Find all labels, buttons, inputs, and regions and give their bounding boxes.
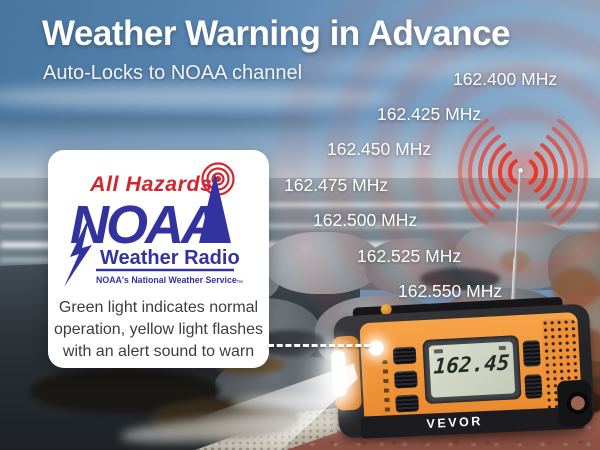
frequency-item: 162.550 MHz bbox=[398, 281, 503, 301]
frequency-item: 162.400 MHz bbox=[453, 69, 558, 89]
lightning-bolt-icon bbox=[64, 215, 92, 287]
page-subtitle: Auto-Locks to NOAA channel bbox=[43, 62, 303, 84]
radio-button bbox=[524, 373, 543, 399]
frequency-item: 162.500 MHz bbox=[313, 210, 418, 230]
logo-wordmark: NOAA bbox=[70, 195, 217, 255]
description-line: operation, yellow light flashes bbox=[53, 321, 263, 338]
surf-line bbox=[0, 203, 600, 207]
page-title: Weather Warning in Advance bbox=[42, 14, 511, 53]
description-line: with an alert sound to warn bbox=[62, 343, 255, 360]
cloud-band bbox=[0, 86, 400, 108]
logo-line2: Weather Radio bbox=[100, 247, 240, 269]
frequency-item: 162.450 MHz bbox=[327, 139, 432, 159]
rock-shadow bbox=[420, 268, 500, 290]
cloud-band bbox=[290, 58, 600, 76]
frequency-item: 162.425 MHz bbox=[377, 104, 482, 124]
frequency-display: 162.45 bbox=[433, 350, 511, 379]
dashed-connector-line bbox=[268, 344, 370, 347]
logo-line3: NOAA's National Weather Service bbox=[96, 275, 237, 285]
lcd-status-icon bbox=[498, 345, 506, 351]
surf-line bbox=[0, 224, 600, 228]
logo-trademark: ™ bbox=[236, 280, 243, 287]
antenna-segment bbox=[514, 171, 522, 260]
logo-tagline: All Hazards bbox=[89, 172, 213, 196]
description-line: Green light indicates normal bbox=[58, 299, 259, 316]
frequency-item: 162.475 MHz bbox=[284, 175, 389, 195]
radio-button bbox=[395, 394, 420, 413]
radio-button bbox=[522, 340, 541, 367]
antenna-tower-icon bbox=[199, 173, 231, 243]
radio-button bbox=[393, 370, 418, 389]
radio-button bbox=[392, 346, 417, 365]
rock bbox=[265, 232, 380, 294]
frequency-item: 162.525 MHz bbox=[357, 246, 462, 266]
noaa-weather-radio-logo: All Hazards NOAA Weather Radio NOAA's Na… bbox=[64, 162, 243, 287]
radio-device: 162.45 VEVOR bbox=[328, 293, 599, 449]
battery-indicator-icon bbox=[433, 349, 444, 354]
card-description: Green light indicates normal operation, … bbox=[52, 297, 265, 363]
